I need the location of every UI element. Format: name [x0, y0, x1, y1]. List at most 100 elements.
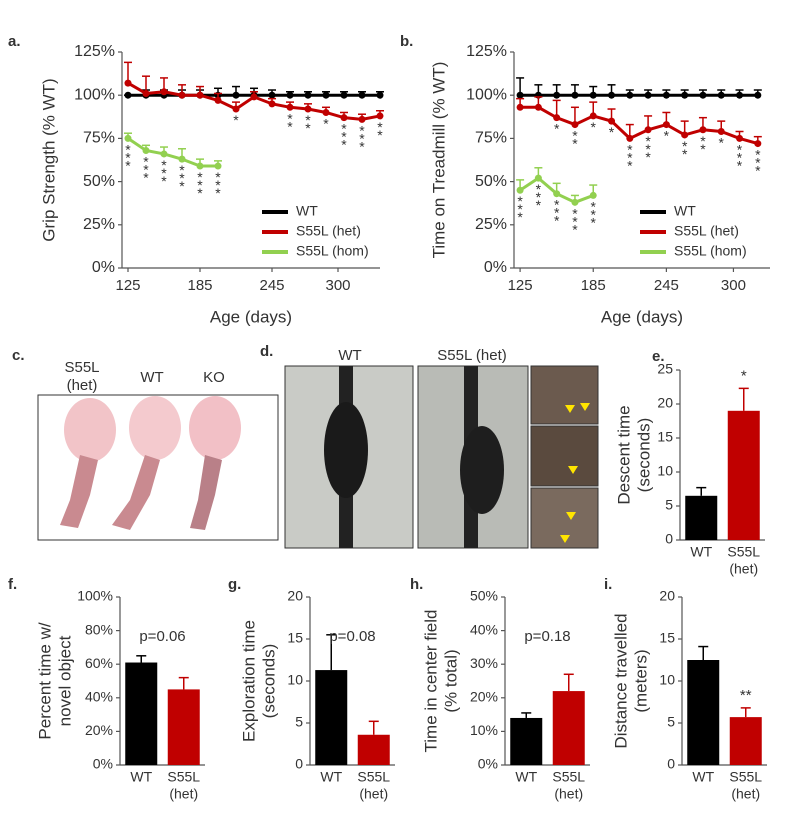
- x-tick-label: 185: [187, 277, 212, 294]
- y-tick-label: 0: [667, 756, 675, 772]
- y-tick-label: 125%: [74, 43, 115, 60]
- bar: [727, 410, 760, 540]
- muscle-photo: [60, 396, 241, 530]
- x-tick-label: 125: [115, 277, 140, 294]
- y-tick-label: 100%: [466, 86, 507, 103]
- data-point: [516, 103, 524, 111]
- y-axis-label: Distance travelled: [611, 613, 630, 748]
- y-tick-label: 25: [657, 361, 673, 377]
- y-tick-label: 5: [295, 714, 303, 730]
- y-tick-label: 25%: [475, 216, 507, 233]
- y-tick-label: 75%: [475, 130, 507, 147]
- panel-label: e.: [652, 348, 665, 365]
- bar: [687, 660, 720, 765]
- bar: [357, 734, 390, 765]
- y-axis-label: Time on Treadmill (% WT): [429, 62, 448, 259]
- data-point: [250, 93, 258, 101]
- legend-label: S55L (het): [674, 223, 739, 239]
- x-tick-label: (het): [169, 786, 198, 802]
- mouse-photo: [284, 365, 599, 549]
- data-point: [589, 191, 597, 199]
- significance-label: ***: [143, 153, 149, 185]
- panel-label: h.: [410, 576, 423, 593]
- data-point: [754, 91, 762, 99]
- significance-label: ***: [161, 157, 167, 189]
- legend-label: S55L (het): [296, 223, 361, 239]
- data-point: [608, 91, 616, 99]
- data-point: [340, 91, 348, 99]
- data-point: [571, 121, 579, 129]
- significance-label: ***: [536, 181, 542, 213]
- y-tick-label: 40%: [85, 689, 113, 705]
- y-tick-label: 30%: [470, 655, 498, 671]
- significance-label: ***: [755, 146, 761, 178]
- data-point: [699, 91, 707, 99]
- data-point: [322, 108, 330, 116]
- significance-label: ***: [341, 120, 347, 152]
- y-tick-label: 50%: [475, 173, 507, 190]
- data-point: [214, 96, 222, 104]
- significance-label: ***: [197, 169, 203, 201]
- y-tick-label: 0%: [484, 259, 507, 276]
- data-point: [699, 126, 707, 134]
- significance-label: *: [554, 120, 560, 136]
- data-point: [626, 91, 634, 99]
- significance-label: *: [233, 112, 239, 128]
- x-axis-label: Age (days): [601, 307, 683, 326]
- y-axis-label: Time in center field: [421, 610, 440, 753]
- significance-label: *: [323, 115, 329, 131]
- data-point: [626, 134, 634, 142]
- bar: [315, 670, 348, 765]
- y-tick-label: 0%: [478, 756, 498, 772]
- y-tick-label: 0: [665, 531, 673, 547]
- data-point: [340, 114, 348, 122]
- x-tick-label: 245: [259, 277, 284, 294]
- y-tick-label: 0: [295, 756, 303, 772]
- data-point: [516, 186, 524, 194]
- y-axis-label: (% total): [441, 649, 460, 712]
- y-tick-label: 75%: [83, 130, 115, 147]
- data-point: [376, 91, 384, 99]
- data-point: [196, 91, 204, 99]
- data-point: [124, 134, 132, 142]
- data-point: [553, 91, 561, 99]
- y-tick-label: 10: [659, 672, 675, 688]
- p-value: p=0.08: [329, 628, 375, 645]
- data-point: [358, 115, 366, 123]
- significance-label: ***: [737, 141, 743, 173]
- data-point: [142, 146, 150, 154]
- data-point: [286, 103, 294, 111]
- significance-label: **: [740, 687, 752, 704]
- data-point: [681, 91, 689, 99]
- y-axis-label: (seconds): [634, 418, 653, 493]
- bar: [125, 662, 158, 765]
- photo-label: S55L: [64, 359, 99, 376]
- data-point: [754, 140, 762, 148]
- x-tick-label: (het): [731, 786, 760, 802]
- y-tick-label: 20: [287, 588, 303, 604]
- data-point: [214, 162, 222, 170]
- data-point: [736, 134, 744, 142]
- y-axis-label: Exploration time: [239, 620, 258, 742]
- panel-label: b.: [400, 33, 413, 50]
- data-point: [322, 91, 330, 99]
- x-tick-label: WT: [130, 769, 152, 785]
- panel-label: a.: [8, 33, 21, 50]
- x-tick-label: S55L: [552, 769, 585, 785]
- data-point: [644, 91, 652, 99]
- panel-label: i.: [604, 576, 612, 593]
- legend-label: WT: [296, 203, 318, 219]
- data-point: [553, 114, 561, 122]
- p-value: p=0.06: [139, 628, 185, 645]
- y-tick-label: 10: [287, 672, 303, 688]
- significance-label: ***: [645, 132, 651, 164]
- data-point: [196, 162, 204, 170]
- y-tick-label: 20%: [470, 689, 498, 705]
- x-tick-label: WT: [690, 544, 712, 560]
- significance-label: **: [700, 132, 706, 156]
- legend-label: S55L (hom): [674, 243, 747, 259]
- y-axis-label: Percent time w/: [35, 622, 54, 739]
- y-axis-label: Grip Strength (% WT): [39, 78, 58, 241]
- y-axis-label: Descent time: [614, 405, 633, 504]
